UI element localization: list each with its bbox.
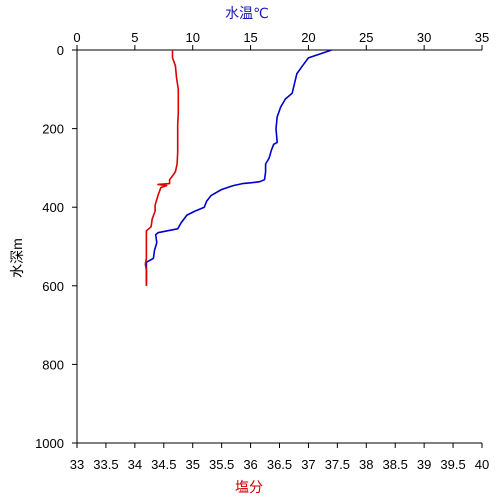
top-axis-tick-label: 10: [185, 30, 199, 45]
left-axis-title: 水深m: [9, 238, 25, 278]
left-axis-tick-label: 800: [42, 357, 64, 372]
top-axis-tick-label: 25: [359, 30, 373, 45]
series-group: [144, 49, 332, 286]
top-axis-tick-label: 5: [131, 30, 138, 45]
temperature-series-line: [145, 49, 332, 286]
bottom-axis-tick-label: 38.5: [383, 457, 408, 472]
bottom-axis-tick-label: 36: [243, 457, 257, 472]
left-axis-tick-label: 200: [42, 122, 64, 137]
top-axis-tick-label: 35: [475, 30, 489, 45]
bottom-axis-tick-label: 38: [359, 457, 373, 472]
bottom-axis-tick-label: 34: [128, 457, 142, 472]
axes-group: 0 5 10 15 20 25 30 35 33 33.5 34 34.5 35 35.5 36 36.5 37…: [35, 30, 489, 472]
bottom-axis-tick-label: 33: [70, 457, 84, 472]
salinity-series-line: [144, 50, 180, 286]
top-axis-tick-label: 30: [417, 30, 431, 45]
bottom-axis-tick-label: 40: [475, 457, 489, 472]
top-axis-tick-label: 0: [73, 30, 80, 45]
left-axis-tick-label: 0: [57, 43, 64, 58]
left-axis-tick-label: 400: [42, 200, 64, 215]
bottom-axis-tick-label: 35: [185, 457, 199, 472]
left-axis-tick-label: 600: [42, 279, 64, 294]
bottom-axis-title: 塩分: [235, 479, 263, 495]
bottom-axis-tick-label: 39.5: [440, 457, 465, 472]
bottom-axis-tick-label: 39: [417, 457, 431, 472]
bottom-axis-tick-label: 34.5: [151, 457, 176, 472]
bottom-axis-tick-label: 37: [301, 457, 315, 472]
bottom-axis-tick-label: 37.5: [325, 457, 350, 472]
top-axis-title: 水温℃: [225, 5, 269, 21]
left-axis-tick-label: 1000: [35, 436, 64, 451]
top-axis-tick-label: 20: [301, 30, 315, 45]
bottom-axis-tick-label: 35.5: [209, 457, 234, 472]
bottom-axis-tick-label: 33.5: [93, 457, 118, 472]
top-axis-tick-label: 15: [243, 30, 257, 45]
bottom-axis-tick-label: 36.5: [267, 457, 292, 472]
